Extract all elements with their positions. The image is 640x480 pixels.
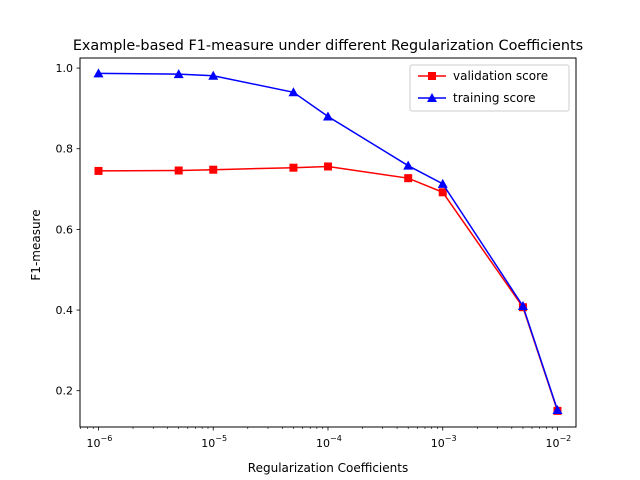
data-point [552,405,563,415]
x-tick-exponent: −3 [445,434,457,443]
x-tick-base: 10 [316,437,330,450]
data-point [174,166,183,175]
x-tick-base: 10 [201,437,215,450]
data-point [437,178,448,188]
data-point [323,162,332,171]
plot-area [93,68,563,415]
x-tick-base: 10 [86,437,100,450]
x-tick-exponent: −2 [559,434,571,443]
legend-marker [427,93,437,102]
x-tick-label: 10 −4 [316,434,342,450]
x-axis-label: Regularization Coefficients [248,461,408,475]
x-tick-label: 10 −2 [545,434,571,450]
series-line [98,165,559,412]
data-point [404,174,413,183]
data-point [288,87,299,97]
data-point [173,69,184,79]
y-axis: 0.2 0.4 0.6 0.8 1.0 [56,62,80,398]
y-axis-label: F1-measure [29,209,43,280]
y-tick-label: 0.6 [56,223,74,236]
x-tick-base: 10 [431,437,445,450]
x-tick-label: 10 −3 [431,434,457,450]
data-point [208,70,219,80]
legend-label: training score [453,91,536,105]
data-point [438,188,447,197]
data-point [209,165,218,174]
x-tick-exponent: −5 [215,434,227,443]
x-axis: 10 −6 10 −5 10 −4 10 −3 10 −2 [80,427,571,450]
data-point [289,163,298,172]
x-tick-exponent: −6 [100,434,112,443]
series-validation [94,162,562,415]
legend-label: validation score [453,69,548,83]
x-tick-base: 10 [545,437,559,450]
legend: validation score training score [409,64,570,112]
x-tick-label: 10 −6 [86,434,112,450]
data-point [93,68,104,78]
x-tick-exponent: −4 [330,434,342,443]
y-tick-label: 0.8 [56,143,74,156]
chart-title: Example-based F1-measure under different… [73,38,583,54]
series-training [93,68,563,415]
data-point [403,160,414,170]
data-point [517,301,528,311]
x-tick-label: 10 −5 [201,434,227,450]
data-point [322,111,333,121]
y-tick-label: 0.4 [56,304,74,317]
y-tick-label: 0.2 [56,385,74,398]
legend-item: validation score [418,69,548,83]
data-point [94,166,103,175]
series-line [98,72,559,411]
legend-marker [428,72,436,80]
legend-box [409,64,570,112]
legend-item: training score [418,91,536,105]
y-tick-label: 1.0 [56,62,74,75]
